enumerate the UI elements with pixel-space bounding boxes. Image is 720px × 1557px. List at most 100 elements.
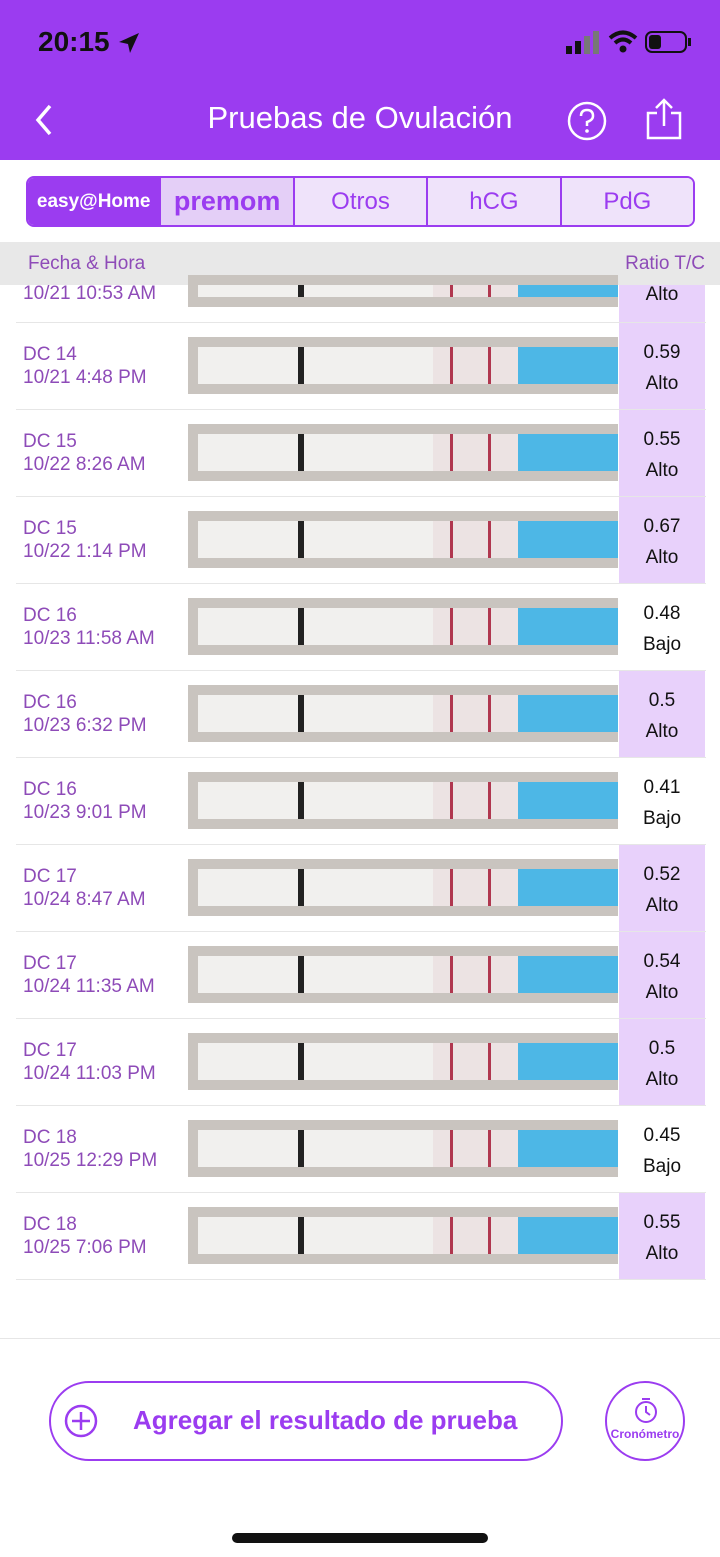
status-bar: 20:15 — [0, 0, 720, 80]
cycle-day: DC 15 — [23, 518, 77, 539]
control-line — [488, 1217, 491, 1254]
strip-label — [518, 1217, 618, 1254]
cycle-day: DC 16 — [23, 605, 77, 626]
level: Alto — [645, 373, 679, 394]
strip-bar — [298, 1130, 304, 1167]
result-row[interactable]: 10/21 10:53 AM Alto — [16, 275, 706, 323]
test-line — [450, 285, 453, 297]
level: Alto — [645, 284, 679, 305]
brand-tabs: easy@Home premom Otros hCG PdG — [26, 176, 695, 227]
strip-label — [518, 434, 618, 471]
ratio-cell: 0.41 Bajo — [619, 758, 705, 844]
cycle-day: DC 15 — [23, 431, 77, 452]
strip-bar — [298, 434, 304, 471]
result-row[interactable]: DC 17 10/24 11:03 PM 0.5 Alto — [16, 1019, 706, 1106]
tab[interactable]: premom — [159, 178, 293, 225]
control-line — [488, 782, 491, 819]
strip-bar — [298, 347, 304, 384]
control-line — [488, 347, 491, 384]
page-title: Pruebas de Ovulación — [207, 100, 513, 135]
result-row[interactable]: DC 17 10/24 11:35 AM 0.54 Alto — [16, 932, 706, 1019]
tab[interactable]: PdG — [559, 178, 693, 225]
strip-label — [518, 1043, 618, 1080]
test-line — [450, 521, 453, 558]
level: Alto — [645, 1243, 679, 1264]
test-strip-image — [188, 424, 618, 481]
result-row[interactable]: DC 18 10/25 12:29 PM 0.45 Bajo — [16, 1106, 706, 1193]
control-line — [488, 521, 491, 558]
add-result-button[interactable]: Agregar el resultado de prueba — [49, 1381, 563, 1461]
ratio-value: 0.59 — [643, 342, 681, 363]
timer-icon — [635, 1398, 657, 1423]
strip-label — [518, 285, 618, 297]
ratio-cell: 0.59 Alto — [619, 323, 705, 409]
cycle-day: DC 18 — [23, 1214, 77, 1235]
ratio-value: 0.5 — [648, 690, 676, 711]
help-button[interactable] — [566, 100, 608, 142]
back-button[interactable] — [30, 102, 60, 138]
control-line — [488, 1130, 491, 1167]
ratio-cell: 0.5 Alto — [619, 1019, 705, 1105]
tab[interactable]: Otros — [292, 178, 427, 225]
ratio-cell: 0.55 Alto — [619, 410, 705, 496]
test-line — [450, 782, 453, 819]
strip-window — [433, 1217, 523, 1254]
ratio-value: 0.54 — [643, 951, 681, 972]
date-time: 10/24 8:47 AM — [23, 889, 146, 910]
level: Alto — [645, 721, 679, 742]
result-row[interactable]: DC 16 10/23 9:01 PM 0.41 Bajo — [16, 758, 706, 845]
ratio-value: 0.55 — [643, 429, 681, 450]
strip-window — [433, 1130, 523, 1167]
strip-label — [518, 695, 618, 732]
ratio-cell: 0.52 Alto — [619, 845, 705, 931]
test-line — [450, 608, 453, 645]
tab[interactable]: easy@Home — [28, 178, 160, 225]
ratio-value: 0.45 — [643, 1125, 681, 1146]
result-row[interactable]: DC 17 10/24 8:47 AM 0.52 Alto — [16, 845, 706, 932]
strip-window — [433, 1043, 523, 1080]
result-row[interactable]: DC 14 10/21 4:48 PM 0.59 Alto — [16, 323, 706, 410]
result-row[interactable]: DC 18 10/25 7:06 PM 0.55 Alto — [16, 1193, 706, 1280]
cycle-day: DC 14 — [23, 344, 77, 365]
add-result-label: Agregar el resultado de prueba — [133, 1405, 518, 1435]
strip-bar — [298, 695, 304, 732]
ratio-cell: 0.67 Alto — [619, 497, 705, 583]
timer-button[interactable]: Cronómetro — [605, 1381, 685, 1461]
level: Alto — [645, 547, 679, 568]
test-line — [450, 1217, 453, 1254]
date-time: 10/23 9:01 PM — [23, 802, 147, 823]
test-line — [450, 1130, 453, 1167]
strip-label — [518, 347, 618, 384]
control-line — [488, 695, 491, 732]
strip-label — [518, 956, 618, 993]
cycle-day: DC 17 — [23, 1040, 77, 1061]
cycle-day: DC 16 — [23, 779, 77, 800]
tab[interactable]: hCG — [426, 178, 560, 225]
strip-bar — [298, 956, 304, 993]
result-row[interactable]: DC 16 10/23 6:32 PM 0.5 Alto — [16, 671, 706, 758]
result-row[interactable]: DC 15 10/22 8:26 AM 0.55 Alto — [16, 410, 706, 497]
ratio-value: 0.48 — [643, 603, 681, 624]
result-row[interactable]: DC 15 10/22 1:14 PM 0.67 Alto — [16, 497, 706, 584]
share-button[interactable] — [644, 98, 684, 142]
column-header: Fecha & Hora — [28, 253, 146, 274]
test-strip-image — [188, 511, 618, 568]
ratio-value: 0.52 — [643, 864, 681, 885]
level: Alto — [645, 895, 679, 916]
result-row[interactable]: DC 16 10/23 11:58 AM 0.48 Bajo — [16, 584, 706, 671]
column-header: Ratio T/C — [625, 253, 705, 274]
strip-label — [518, 782, 618, 819]
control-line — [488, 956, 491, 993]
strip-window — [433, 695, 523, 732]
control-line — [488, 1043, 491, 1080]
location-icon — [119, 33, 139, 53]
test-strip-image — [188, 1207, 618, 1264]
date-time: 10/22 8:26 AM — [23, 454, 146, 475]
test-strip-image — [188, 859, 618, 916]
test-strip-image — [188, 772, 618, 829]
test-strip-image — [188, 275, 618, 307]
nav-bar — [0, 80, 720, 160]
level: Alto — [645, 460, 679, 481]
date-time: 10/24 11:35 AM — [23, 976, 155, 997]
strip-label — [518, 869, 618, 906]
